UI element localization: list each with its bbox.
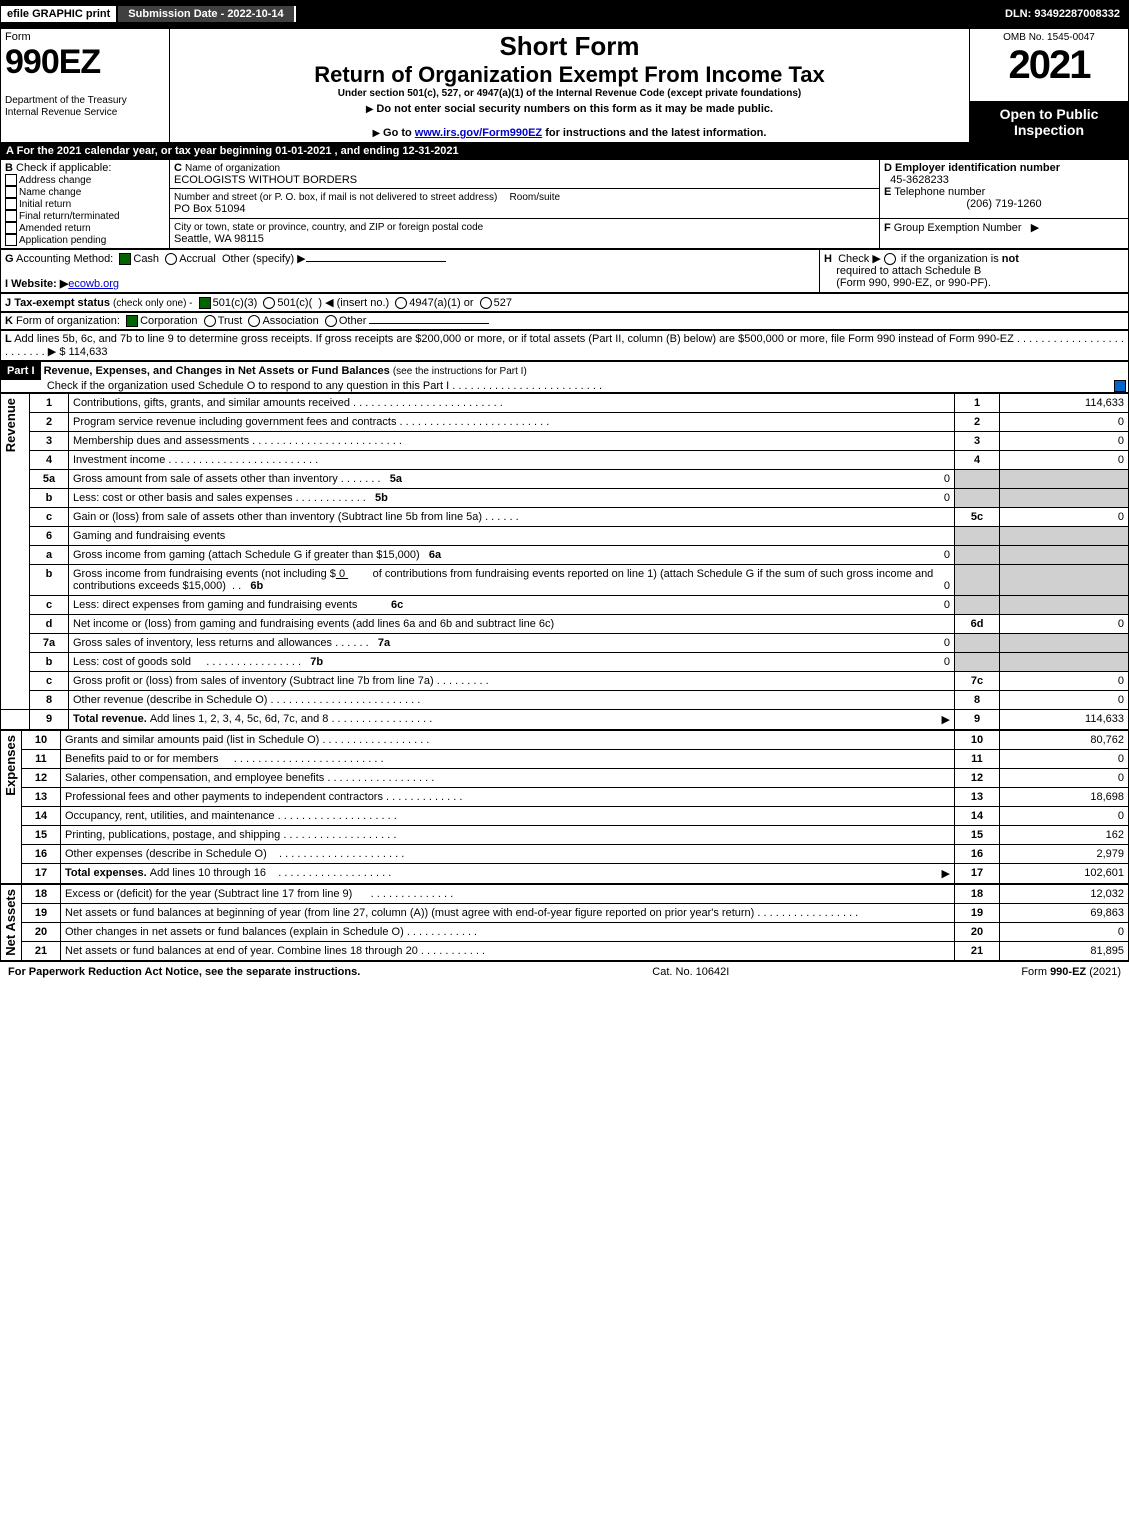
ein: 45-3628233 [890, 174, 949, 186]
k-label: Form of organization: [16, 315, 120, 327]
expenses-vlabel: Expenses [1, 731, 20, 800]
address-change-checkbox[interactable] [5, 174, 17, 186]
final-return-checkbox[interactable] [5, 210, 17, 222]
return-title: Return of Organization Exempt From Incom… [174, 62, 965, 88]
j-label: Tax-exempt status [14, 297, 110, 309]
f-label: Group Exemption Number [894, 222, 1022, 234]
e-label: Telephone number [894, 186, 985, 198]
top-bar: efile GRAPHIC print Submission Date - 20… [0, 0, 1129, 28]
room-label: Room/suite [510, 192, 561, 203]
goto-text: Go to www.irs.gov/Form990EZ for instruct… [373, 127, 767, 139]
footer: For Paperwork Reduction Act Notice, see … [0, 961, 1129, 982]
application-pending-checkbox[interactable] [5, 234, 17, 246]
g-label: Accounting Method: [16, 253, 113, 265]
association-radio[interactable] [248, 315, 260, 327]
corporation-checkbox[interactable] [126, 315, 138, 327]
h-checkbox[interactable] [884, 253, 896, 265]
part-i-heading: Revenue, Expenses, and Changes in Net As… [44, 365, 390, 377]
schedule-o-checkbox[interactable] [1114, 380, 1126, 392]
irs-link[interactable]: www.irs.gov/Form990EZ [415, 127, 542, 139]
part-i-badge: Part I [1, 362, 41, 380]
other-specify: Other (specify) ▶ [222, 253, 306, 265]
501c-radio[interactable] [263, 297, 275, 309]
omb-number: OMB No. 1545-0047 [1003, 32, 1095, 43]
l-section: L Add lines 5b, 6c, and 7b to line 9 to … [0, 330, 1129, 361]
net-assets-table: Net Assets 18Excess or (deficit) for the… [0, 884, 1129, 961]
l-text: Add lines 5b, 6c, and 7b to line 9 to de… [14, 333, 1014, 345]
cash-checkbox[interactable] [119, 253, 131, 265]
j-section: J Tax-exempt status (check only one) - 5… [0, 293, 1129, 312]
header-subtitle: Under section 501(c), 527, or 4947(a)(1)… [174, 88, 965, 99]
warning-text: Do not enter social security numbers on … [366, 103, 773, 115]
revenue-table: Revenue 1Contributions, gifts, grants, a… [0, 393, 1129, 730]
accrual-radio[interactable] [165, 253, 177, 265]
dln: DLN: 93492287008332 [997, 6, 1128, 22]
efile-print-button[interactable]: efile GRAPHIC print [1, 6, 118, 22]
street-label: Number and street (or P. O. box, if mail… [174, 192, 497, 203]
form-word: Form [5, 31, 31, 43]
amended-return-checkbox[interactable] [5, 222, 17, 234]
c-name-label: Name of organization [185, 163, 280, 174]
initial-return-checkbox[interactable] [5, 198, 17, 210]
org-name: ECOLOGISTS WITHOUT BORDERS [174, 174, 357, 186]
4947-radio[interactable] [395, 297, 407, 309]
irs-label: Internal Revenue Service [5, 107, 117, 118]
section-a: A For the 2021 calendar year, or tax yea… [0, 143, 1129, 159]
501c3-checkbox[interactable] [199, 297, 211, 309]
part-i-header: Part I Revenue, Expenses, and Changes in… [0, 361, 1129, 393]
dept-treasury: Department of the Treasury [5, 95, 127, 106]
name-change-checkbox[interactable] [5, 186, 17, 198]
city-state-zip: Seattle, WA 98115 [174, 233, 264, 245]
b-label: Check if applicable: [16, 162, 111, 174]
form-header: Form 990EZ Department of the Treasury In… [0, 28, 1129, 143]
footer-cat: Cat. No. 10642I [652, 966, 729, 978]
net-assets-vlabel: Net Assets [1, 885, 20, 960]
f-arrow: ▶ [1031, 222, 1039, 234]
footer-right: Form 990-EZ (2021) [1021, 966, 1121, 978]
g-h-section: G Accounting Method: Cash Accrual Other … [0, 249, 1129, 293]
submission-date: Submission Date - 2022-10-14 [118, 6, 295, 22]
city-label: City or town, state or province, country… [174, 222, 483, 233]
telephone: (206) 719-1260 [884, 198, 1124, 210]
short-form-title: Short Form [174, 31, 965, 62]
footer-left: For Paperwork Reduction Act Notice, see … [8, 966, 360, 978]
trust-radio[interactable] [204, 315, 216, 327]
tax-year: 2021 [974, 43, 1124, 88]
open-public-badge: Open to Public Inspection [970, 101, 1129, 142]
form-number: 990EZ [5, 43, 100, 81]
i-label: Website: ▶ [11, 278, 68, 290]
entity-info: B Check if applicable: Address change Na… [0, 159, 1129, 250]
website-link[interactable]: ecowb.org [68, 278, 119, 290]
other-radio[interactable] [325, 315, 337, 327]
527-radio[interactable] [480, 297, 492, 309]
d-label: Employer identification number [895, 162, 1060, 174]
revenue-vlabel: Revenue [1, 394, 20, 456]
k-section: K Form of organization: Corporation Trus… [0, 312, 1129, 330]
part-i-check-text: Check if the organization used Schedule … [47, 380, 449, 392]
l-amount: $ 114,633 [59, 346, 107, 358]
expenses-table: Expenses 10Grants and similar amounts pa… [0, 730, 1129, 884]
street-address: PO Box 51094 [174, 203, 246, 215]
